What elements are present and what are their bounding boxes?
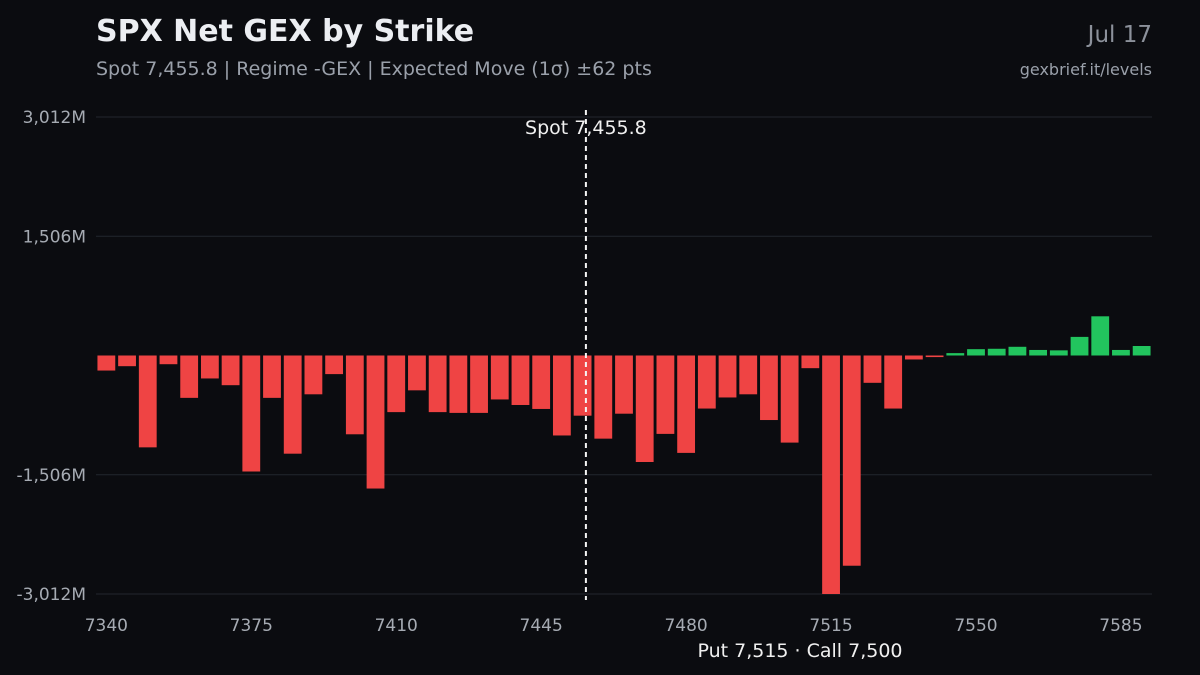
bar — [946, 353, 965, 356]
bar — [780, 355, 799, 443]
bar — [1008, 346, 1027, 356]
bar — [822, 355, 840, 594]
x-tick-label: 7410 — [375, 616, 418, 636]
bar — [511, 355, 530, 405]
date-label: Jul 17 — [1087, 22, 1152, 48]
bar — [449, 355, 468, 413]
bar — [573, 355, 592, 416]
bar — [739, 355, 758, 395]
bar — [387, 355, 406, 413]
y-tick-label: 3,012M — [23, 108, 86, 128]
y-tick-label: -3,012M — [17, 585, 86, 605]
bar — [532, 355, 551, 409]
bar — [180, 355, 199, 398]
bar — [1091, 316, 1110, 356]
bar — [697, 355, 716, 409]
bar — [221, 355, 240, 386]
bar — [345, 355, 364, 435]
bar — [470, 355, 488, 413]
bar — [408, 355, 426, 391]
bar — [242, 355, 261, 472]
bar — [283, 355, 302, 454]
bar — [615, 355, 633, 414]
bar — [904, 355, 923, 360]
put-call-wall-label: Put 7,515 · Call 7,500 — [697, 640, 902, 662]
bar — [801, 355, 820, 369]
bar — [987, 348, 1006, 356]
bar — [200, 355, 219, 379]
x-tick-label: 7375 — [230, 616, 273, 636]
bar — [304, 355, 323, 395]
bar — [925, 355, 944, 358]
bar — [884, 355, 903, 409]
bar — [1029, 349, 1048, 356]
bar — [594, 355, 613, 439]
bar — [656, 355, 675, 434]
x-tick-label: 7445 — [520, 616, 563, 636]
x-tick-label: 7515 — [809, 616, 852, 636]
bar — [552, 355, 571, 436]
bar — [159, 355, 178, 365]
bar — [1070, 336, 1089, 356]
bar — [967, 349, 985, 356]
bar — [1049, 350, 1068, 356]
bar — [1132, 345, 1151, 356]
bar — [718, 355, 737, 398]
bar — [97, 355, 116, 371]
bar — [863, 355, 882, 383]
x-tick-label: 7550 — [954, 616, 997, 636]
bar — [842, 355, 861, 566]
x-tick-label: 7585 — [1099, 616, 1142, 636]
spot-label: Spot 7,455.8 — [525, 117, 647, 139]
bar — [428, 355, 447, 413]
chart-title: SPX Net GEX by Strike — [96, 14, 475, 49]
bar — [366, 355, 385, 489]
bar — [263, 355, 281, 398]
x-tick-label: 7480 — [664, 616, 707, 636]
bar — [635, 355, 654, 463]
x-tick-label: 7340 — [85, 616, 128, 636]
bar — [760, 355, 778, 421]
bar — [1112, 349, 1130, 356]
bar — [677, 355, 696, 453]
bar — [490, 355, 509, 400]
source-label: gexbrief.it/levels — [1019, 60, 1152, 79]
bar — [325, 355, 344, 375]
y-tick-label: 1,506M — [23, 227, 86, 247]
bar — [118, 355, 136, 367]
y-tick-label: -1,506M — [17, 466, 86, 486]
bar — [138, 355, 157, 448]
chart-subtitle: Spot 7,455.8 | Regime -GEX | Expected Mo… — [96, 58, 652, 80]
